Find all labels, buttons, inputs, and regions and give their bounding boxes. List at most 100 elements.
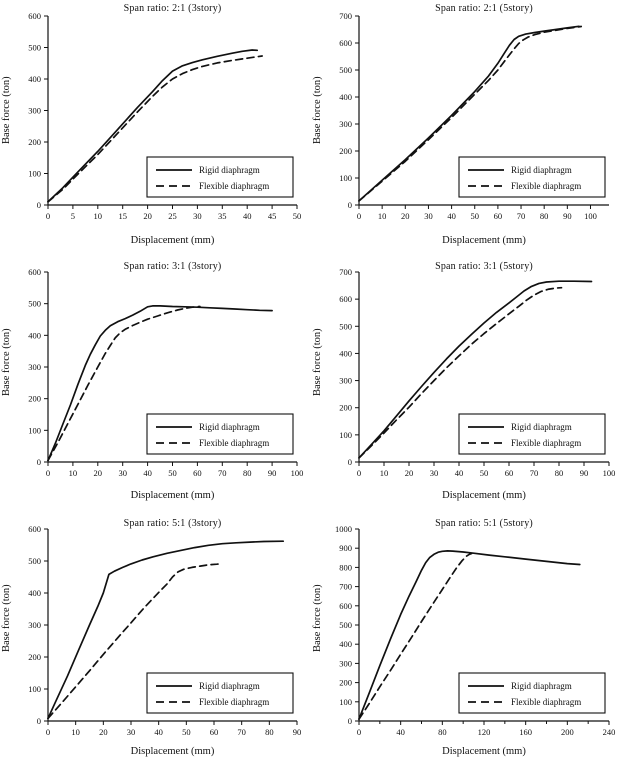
x-axis-label: Displacement (mm) (130, 235, 215, 246)
svg-text:100: 100 (28, 425, 41, 435)
svg-text:60: 60 (494, 211, 503, 221)
svg-text:Rigid diaphragm: Rigid diaphragm (511, 681, 572, 691)
y-axis-label: Base force (ton) (312, 584, 323, 652)
svg-text:Rigid diaphragm: Rigid diaphragm (199, 422, 260, 432)
svg-text:200: 200 (339, 146, 352, 156)
svg-text:20: 20 (99, 727, 108, 737)
svg-text:0: 0 (357, 468, 361, 478)
chart-span-5-1-3story: 0 10 20 30 40 50 60 70 80 90 0 100 200 300 400 500 600 Ri… (0, 505, 311, 761)
svg-text:30: 30 (424, 211, 433, 221)
svg-text:10: 10 (69, 468, 78, 478)
svg-text:Rigid diaphragm: Rigid diaphragm (511, 422, 572, 432)
svg-text:500: 500 (28, 556, 41, 566)
svg-text:700: 700 (339, 582, 352, 592)
svg-text:40: 40 (447, 211, 456, 221)
svg-text:600: 600 (339, 601, 352, 611)
svg-text:80: 80 (555, 468, 564, 478)
svg-text:200: 200 (28, 652, 41, 662)
svg-text:Flexible diaphragm: Flexible diaphragm (199, 181, 269, 191)
svg-text:700: 700 (339, 267, 352, 277)
svg-text:20: 20 (405, 468, 414, 478)
svg-text:40: 40 (143, 468, 152, 478)
svg-text:50: 50 (182, 727, 191, 737)
svg-text:120: 120 (478, 727, 491, 737)
svg-text:40: 40 (396, 727, 405, 737)
svg-text:300: 300 (28, 620, 41, 630)
svg-text:40: 40 (154, 727, 163, 737)
chart-title: Span ratio: 3:1 (5story) (435, 261, 533, 272)
svg-text:80: 80 (540, 211, 549, 221)
svg-text:30: 30 (127, 727, 136, 737)
chart-title: Span ratio: 2:1 (5story) (435, 3, 533, 14)
svg-text:400: 400 (339, 348, 352, 358)
svg-text:200: 200 (339, 403, 352, 413)
svg-text:900: 900 (339, 543, 352, 553)
svg-text:0: 0 (37, 716, 41, 726)
svg-text:60: 60 (193, 468, 202, 478)
svg-text:300: 300 (339, 376, 352, 386)
svg-text:1000: 1000 (335, 524, 352, 534)
svg-text:70: 70 (517, 211, 526, 221)
svg-text:160: 160 (519, 727, 532, 737)
svg-text:50: 50 (168, 468, 177, 478)
chart-span-3-1-3story: 0 10 20 30 40 50 60 70 80 90 100 0 100 200 300 400 500 60… (0, 250, 311, 505)
y-axis-label: Base force (ton) (1, 328, 12, 397)
svg-text:100: 100 (291, 468, 304, 478)
svg-text:500: 500 (339, 65, 352, 75)
chart-title: Span ratio: 5:1 (5story) (435, 518, 533, 529)
svg-text:300: 300 (339, 658, 352, 668)
y-axis-label: Base force (ton) (1, 584, 12, 652)
svg-text:400: 400 (339, 92, 352, 102)
chart-canvas: 0 5 10 15 20 25 30 35 40 45 500100200300400500600R… (28, 11, 302, 221)
svg-text:80: 80 (265, 727, 274, 737)
x-axis-label: Displacement (mm) (130, 746, 215, 757)
svg-text:200: 200 (561, 727, 574, 737)
svg-text:Flexible diaphragm: Flexible diaphragm (511, 438, 581, 448)
svg-text:600: 600 (339, 38, 352, 48)
svg-text:600: 600 (339, 294, 352, 304)
y-axis-label: Base force (ton) (312, 76, 323, 144)
svg-text:0: 0 (348, 716, 352, 726)
svg-text:90: 90 (563, 211, 572, 221)
svg-text:30: 30 (118, 468, 127, 478)
svg-text:0: 0 (37, 457, 41, 467)
svg-text:600: 600 (28, 267, 41, 277)
x-axis-label: Displacement (mm) (442, 235, 526, 246)
svg-text:0: 0 (348, 200, 352, 210)
svg-text:100: 100 (339, 697, 352, 707)
svg-text:50: 50 (470, 211, 479, 221)
chart-canvas: 0 10 20 30 40 50 60 70 80 90 100 0 100 200 300 400 500 60… (339, 267, 616, 478)
chart-canvas: 0 40 80 120 160 200 240 0 100 200 300 400 500 600 700 8… (335, 524, 615, 737)
chart-canvas: 0 10 20 30 40 50 60 70 80 90 100 0 100 200 300 400 500 60… (339, 11, 609, 221)
svg-text:500: 500 (339, 620, 352, 630)
svg-text:50: 50 (293, 211, 302, 221)
svg-text:Rigid diaphragm: Rigid diaphragm (511, 165, 572, 175)
svg-text:70: 70 (218, 468, 227, 478)
y-axis-label: Base force (ton) (312, 328, 323, 397)
svg-text:Flexible diaphragm: Flexible diaphragm (199, 697, 269, 707)
chart-span-5-1-5story: 0 40 80 120 160 200 240 0 100 200 300 400 500 600 700 8… (311, 505, 623, 761)
chart-title: Span ratio: 2:1 (3story) (123, 3, 222, 14)
svg-text:10: 10 (380, 468, 389, 478)
svg-text:10: 10 (94, 211, 103, 221)
chart-span-2-1-5story: 0 10 20 30 40 50 60 70 80 90 100 0 100 200 300 400 500 60… (311, 0, 623, 250)
y-axis-label: Base force (ton) (1, 76, 12, 144)
svg-text:400: 400 (339, 639, 352, 649)
x-axis-label: Displacement (mm) (130, 490, 215, 501)
svg-text:Flexible diaphragm: Flexible diaphragm (511, 181, 581, 191)
svg-text:100: 100 (603, 468, 616, 478)
svg-text:70: 70 (237, 727, 246, 737)
svg-text:30: 30 (193, 211, 202, 221)
svg-text:15: 15 (118, 211, 127, 221)
svg-text:Rigid diaphragm: Rigid diaphragm (199, 165, 260, 175)
svg-text:400: 400 (28, 330, 41, 340)
svg-text:400: 400 (28, 74, 41, 84)
svg-text:800: 800 (339, 562, 352, 572)
svg-text:80: 80 (243, 468, 252, 478)
svg-text:Flexible diaphragm: Flexible diaphragm (199, 438, 269, 448)
chart-canvas: 0 10 20 30 40 50 60 70 80 90 100 0 100 200 300 400 500 60… (28, 267, 304, 478)
svg-text:300: 300 (28, 362, 41, 372)
svg-text:35: 35 (218, 211, 227, 221)
svg-text:5: 5 (71, 211, 75, 221)
